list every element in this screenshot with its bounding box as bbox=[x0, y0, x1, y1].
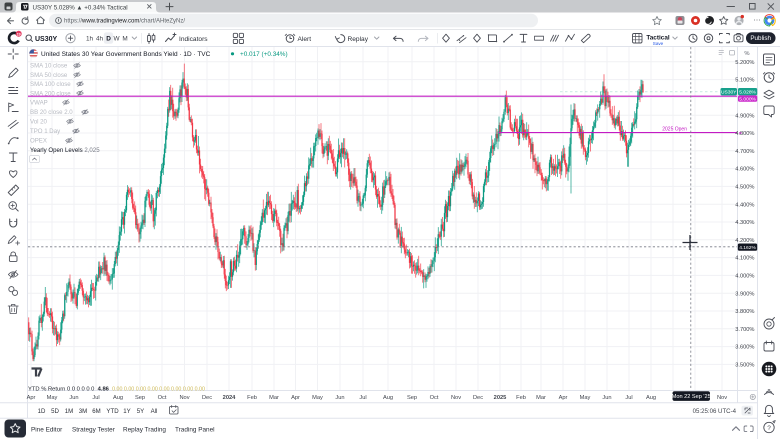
svg-text:Apr: Apr bbox=[291, 395, 300, 401]
svg-text:Dec: Dec bbox=[202, 395, 212, 401]
svg-text:US30Y: US30Y bbox=[35, 36, 58, 43]
svg-text:Aug: Aug bbox=[113, 395, 123, 401]
svg-text:3.900%: 3.900% bbox=[735, 291, 754, 297]
svg-text:US30Y 5.028% ▲ +0.34% Tactical: US30Y 5.028% ▲ +0.34% Tactical bbox=[33, 4, 128, 11]
svg-text:Apr: Apr bbox=[27, 395, 36, 401]
svg-text:⋯: ⋯ bbox=[754, 18, 761, 25]
svg-text:05:25:06 UTC-4: 05:25:06 UTC-4 bbox=[693, 408, 737, 415]
svg-text:W: W bbox=[113, 36, 120, 43]
svg-text:+0.017 (+0.34%): +0.017 (+0.34%) bbox=[240, 51, 288, 58]
svg-text:Aug: Aug bbox=[646, 395, 656, 401]
svg-text:4.400%: 4.400% bbox=[735, 202, 754, 208]
svg-text:Feb: Feb bbox=[516, 395, 526, 401]
svg-text:5Y: 5Y bbox=[137, 408, 144, 415]
svg-text:SMA 100 close: SMA 100 close bbox=[30, 81, 71, 88]
svg-text:4h: 4h bbox=[96, 36, 104, 43]
svg-text:Save: Save bbox=[653, 41, 664, 46]
svg-text:Tactical: Tactical bbox=[646, 34, 670, 41]
svg-text:?: ? bbox=[767, 425, 771, 432]
svg-text:4.500%: 4.500% bbox=[735, 185, 754, 191]
svg-text:Nov: Nov bbox=[717, 395, 727, 401]
svg-text:5.200%: 5.200% bbox=[735, 60, 754, 66]
svg-text:2024: 2024 bbox=[223, 395, 236, 401]
svg-text:Yearly Open Levels 2,025: Yearly Open Levels 2,025 bbox=[30, 147, 100, 154]
svg-text:YTD % Return 0 0 0 0 0 0 4.86: YTD % Return 0 0 0 0 0 0 4.86 0.00 0.00 … bbox=[28, 386, 205, 392]
svg-text:Mar: Mar bbox=[536, 395, 546, 401]
svg-text:Jun: Jun bbox=[335, 395, 344, 401]
svg-text:OPEX: OPEX bbox=[30, 138, 47, 145]
svg-text:Jun: Jun bbox=[602, 395, 611, 401]
svg-text:1M: 1M bbox=[65, 408, 73, 415]
svg-text:May: May bbox=[47, 395, 58, 401]
svg-text:Sep: Sep bbox=[135, 395, 145, 401]
svg-text:1D: 1D bbox=[38, 408, 46, 415]
svg-text:4.162%: 4.162% bbox=[739, 245, 756, 251]
svg-text:Indicators: Indicators bbox=[179, 36, 208, 43]
svg-text:Jul: Jul bbox=[359, 395, 366, 401]
svg-text:VWAP: VWAP bbox=[30, 100, 48, 107]
svg-text:Replay Trading: Replay Trading bbox=[123, 426, 166, 433]
svg-text:Jul: Jul bbox=[625, 395, 632, 401]
svg-text:6M: 6M bbox=[92, 408, 100, 415]
svg-text:Aug: Aug bbox=[383, 395, 393, 401]
svg-text:Oct: Oct bbox=[158, 395, 167, 401]
svg-text:BB 20 close 2.0: BB 20 close 2.0 bbox=[30, 109, 73, 116]
svg-text:3.700%: 3.700% bbox=[735, 327, 754, 333]
svg-text:May: May bbox=[312, 395, 323, 401]
svg-text:US30Y: US30Y bbox=[721, 90, 737, 96]
svg-text:5.100%: 5.100% bbox=[735, 78, 754, 84]
svg-text:M: M bbox=[122, 36, 127, 43]
svg-text:May: May bbox=[580, 395, 591, 401]
svg-text:2025 Open: 2025 Open bbox=[662, 126, 687, 132]
svg-text:Nov: Nov bbox=[451, 395, 461, 401]
svg-text:SMA 200 close: SMA 200 close bbox=[30, 90, 71, 97]
svg-text:5.000%: 5.000% bbox=[739, 97, 756, 103]
svg-text:SMA 50 close: SMA 50 close bbox=[30, 72, 68, 79]
svg-text:D: D bbox=[106, 36, 111, 43]
svg-text:Mon 22 Sep '25: Mon 22 Sep '25 bbox=[672, 394, 711, 400]
svg-text:5D: 5D bbox=[51, 408, 59, 415]
svg-text:Nov: Nov bbox=[179, 395, 189, 401]
svg-text:4.700%: 4.700% bbox=[735, 149, 754, 155]
svg-text:2025: 2025 bbox=[494, 395, 507, 401]
svg-text:Pine Editor: Pine Editor bbox=[31, 426, 63, 433]
svg-text:5.028%: 5.028% bbox=[739, 90, 756, 96]
svg-text:3.500%: 3.500% bbox=[735, 363, 754, 369]
svg-text:Strategy Tester: Strategy Tester bbox=[72, 426, 116, 433]
svg-text:https://www.tradingview.com/ch: https://www.tradingview.com/chart/AHteZy… bbox=[64, 19, 185, 25]
svg-text:United States 30 Year Governme: United States 30 Year Government Bonds Y… bbox=[41, 51, 211, 58]
svg-text:YTD: YTD bbox=[106, 408, 119, 415]
svg-text:All: All bbox=[151, 408, 158, 415]
svg-text:Jul: Jul bbox=[92, 395, 99, 401]
svg-text:Feb: Feb bbox=[247, 395, 257, 401]
svg-text:1Y: 1Y bbox=[123, 408, 130, 415]
svg-text:4.000%: 4.000% bbox=[735, 274, 754, 280]
svg-text:Oct: Oct bbox=[430, 395, 439, 401]
svg-text:4.800%: 4.800% bbox=[735, 131, 754, 137]
svg-text:Dec: Dec bbox=[473, 395, 483, 401]
svg-text:%: % bbox=[744, 51, 749, 57]
svg-text:19: 19 bbox=[17, 32, 21, 36]
svg-text:4.600%: 4.600% bbox=[735, 167, 754, 173]
svg-text:Apr: Apr bbox=[559, 395, 568, 401]
svg-text:Mar: Mar bbox=[269, 395, 279, 401]
svg-text:Sep: Sep bbox=[407, 395, 417, 401]
svg-text:SMA 10 close: SMA 10 close bbox=[30, 63, 68, 70]
svg-text:Alert: Alert bbox=[298, 36, 312, 43]
svg-text:Vol 20: Vol 20 bbox=[30, 119, 48, 126]
svg-text:Replay: Replay bbox=[348, 36, 369, 43]
svg-text:Trading Panel: Trading Panel bbox=[175, 426, 215, 433]
svg-text:4.900%: 4.900% bbox=[735, 113, 754, 119]
svg-text:Publish: Publish bbox=[750, 35, 771, 42]
svg-text:Jun: Jun bbox=[69, 395, 78, 401]
svg-text:TPO 1 Day: TPO 1 Day bbox=[30, 128, 61, 135]
svg-text:3M: 3M bbox=[79, 408, 87, 415]
svg-text:3.600%: 3.600% bbox=[735, 345, 754, 351]
svg-text:1h: 1h bbox=[86, 36, 94, 43]
svg-text:3.800%: 3.800% bbox=[735, 309, 754, 315]
svg-text:4.200%: 4.200% bbox=[735, 238, 754, 244]
svg-text:4.300%: 4.300% bbox=[735, 220, 754, 226]
svg-text:4.100%: 4.100% bbox=[735, 256, 754, 262]
